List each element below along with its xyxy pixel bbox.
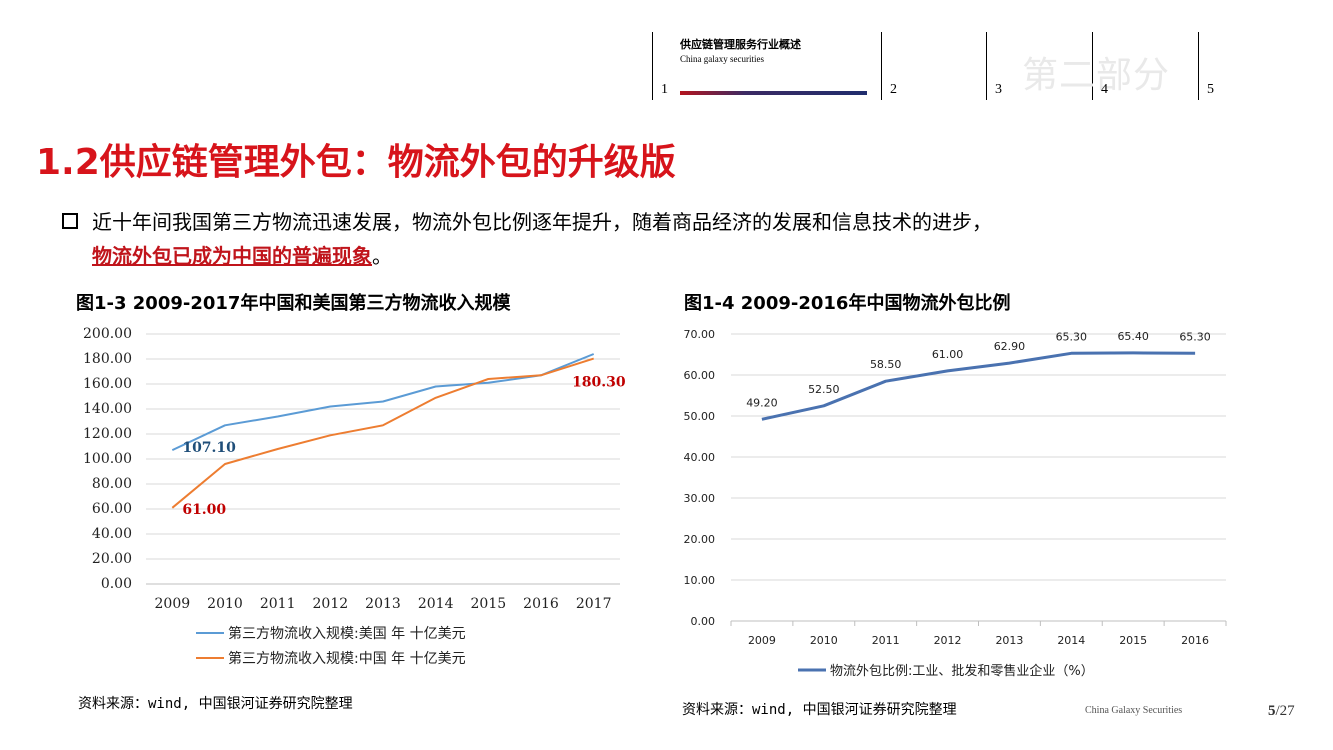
nav-divider (652, 32, 653, 100)
data-label: 61.00 (932, 348, 964, 361)
nav-section-subtitle: China galaxy securities (680, 54, 764, 64)
y-tick-label: 0.00 (101, 576, 132, 592)
x-tick-label: 2015 (471, 596, 507, 612)
bullet-end: 。 (372, 244, 392, 268)
data-label: 65.30 (1179, 330, 1211, 343)
y-tick-label: 20.00 (684, 533, 716, 546)
data-label: 62.90 (994, 340, 1026, 353)
y-tick-label: 0.00 (691, 615, 716, 628)
y-tick-label: 50.00 (684, 410, 716, 423)
x-tick-label: 2015 (1119, 634, 1147, 647)
x-tick-label: 2013 (365, 596, 401, 612)
nav-item-5[interactable]: 5 (1207, 82, 1214, 97)
chart1-source: 资料来源：wind, 中国银河证券研究院整理 (78, 696, 353, 712)
data-label: 61.00 (182, 502, 226, 518)
nav-item-1[interactable]: 1 (661, 82, 668, 97)
nav-item-4[interactable]: 4 (1101, 82, 1108, 97)
data-label: 52.50 (808, 383, 840, 396)
nav-progress-bar (680, 91, 867, 95)
y-tick-label: 60.00 (684, 369, 716, 382)
chart1-title: 图1-3 2009-2017年中国和美国第三方物流收入规模 (76, 293, 511, 314)
x-tick-label: 2016 (1181, 634, 1209, 647)
chart2-title: 图1-4 2009-2016年中国物流外包比例 (684, 293, 1011, 314)
y-tick-label: 160.00 (83, 376, 132, 392)
highlight-text: 物流外包已成为中国的普遍现象 (92, 244, 372, 268)
nav-section-title: 供应链管理服务行业概述 (680, 38, 801, 51)
bullet-text-line2: 物流外包已成为中国的普遍现象。 (92, 239, 392, 273)
y-tick-label: 140.00 (83, 401, 132, 417)
x-tick-label: 2011 (872, 634, 900, 647)
nav-divider (1198, 32, 1199, 100)
checkbox-bullet-icon (62, 213, 78, 229)
x-tick-label: 2017 (576, 596, 612, 612)
footer-brand: China Galaxy Securities (1085, 705, 1183, 716)
x-tick-label: 2009 (155, 596, 191, 612)
page-number: 5/27 (1268, 703, 1295, 720)
nav-divider (881, 32, 882, 100)
x-tick-label: 2011 (260, 596, 296, 612)
y-tick-label: 10.00 (684, 574, 716, 587)
legend-label: 第三方物流收入规模:中国 年 十亿美元 (228, 650, 466, 667)
x-tick-label: 2013 (995, 634, 1023, 647)
series-line-1 (171, 353, 595, 452)
y-tick-label: 30.00 (684, 492, 716, 505)
legend-label: 第三方物流收入规模:美国 年 十亿美元 (228, 625, 466, 642)
x-tick-label: 2012 (313, 596, 349, 612)
page-title: 1.2供应链管理外包：物流外包的升级版 (36, 142, 676, 183)
page-current: 5 (1268, 703, 1276, 719)
chart2-outsourcing-ratio: 70.00 60.00 50.00 40.00 30.00 20.00 10.00 0.00 2… (684, 328, 1227, 679)
y-tick-label: 200.00 (83, 326, 132, 342)
y-tick-label: 80.00 (92, 476, 132, 492)
y-tick-label: 120.00 (83, 426, 132, 442)
legend-label: 物流外包比例:工业、批发和零售业企业（%） (830, 663, 1094, 679)
y-tick-label: 40.00 (92, 526, 132, 542)
nav-item-3[interactable]: 3 (995, 82, 1002, 97)
y-tick-label: 20.00 (92, 551, 132, 567)
x-tick-label: 2010 (207, 596, 243, 612)
chart1-logistics-revenue: 200.00 180.00 160.00 140.00 120.00 100.00 80.0… (83, 326, 626, 667)
nav-ghost-text: 第二部分 (1022, 55, 1171, 96)
series-line-1 (761, 351, 1196, 421)
x-tick-label: 2014 (1057, 634, 1085, 647)
data-label: 49.20 (746, 396, 778, 409)
x-tick-label: 2012 (934, 634, 962, 647)
nav-divider (986, 32, 987, 100)
y-tick-label: 100.00 (83, 451, 132, 467)
nav-divider (1092, 32, 1093, 100)
x-tick-label: 2014 (418, 596, 454, 612)
data-label: 65.40 (1117, 330, 1149, 343)
x-tick-label: 2010 (810, 634, 838, 647)
y-tick-label: 70.00 (684, 328, 716, 341)
x-tick-label: 2009 (748, 634, 776, 647)
data-label: 107.10 (182, 440, 236, 456)
y-tick-label: 40.00 (684, 451, 716, 464)
section-nav: 供应链管理服务行业概述 China galaxy securities 第二部分… (652, 32, 1214, 100)
y-tick-label: 180.00 (83, 351, 132, 367)
bullet-text: 近十年间我国第三方物流迅速发展，物流外包比例逐年提升，随着商品经济的发展和信息技… (92, 210, 992, 234)
y-tick-label: 60.00 (92, 501, 132, 517)
series-line-2 (171, 357, 595, 509)
data-label: 180.30 (572, 375, 626, 391)
page-total: /27 (1275, 703, 1295, 719)
x-tick-label: 2016 (523, 596, 559, 612)
chart2-source: 资料来源：wind, 中国银河证券研究院整理 (682, 702, 957, 718)
nav-item-2[interactable]: 2 (890, 82, 897, 97)
data-label: 58.50 (870, 358, 902, 371)
data-label: 65.30 (1056, 330, 1088, 343)
